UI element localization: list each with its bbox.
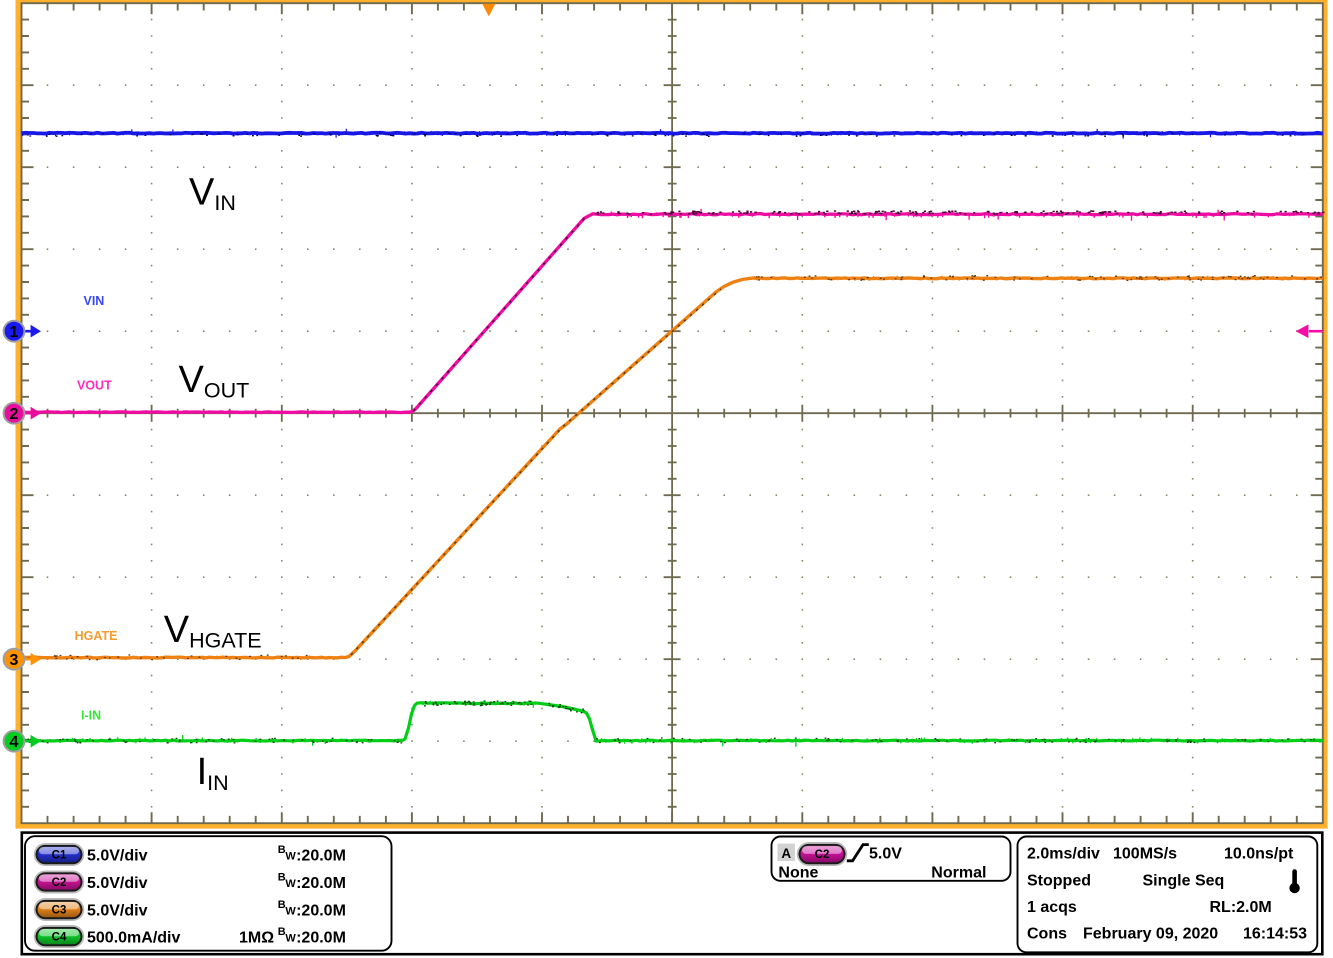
svg-text:C3: C3: [52, 905, 67, 917]
svg-text:1 acqs: 1 acqs: [1027, 899, 1077, 916]
svg-text::20.0M: :20.0M: [296, 929, 346, 946]
svg-text:None: None: [778, 864, 818, 881]
svg-text:VHGATE: VHGATE: [164, 609, 262, 653]
svg-text:2.0ms/div: 2.0ms/div: [1027, 846, 1100, 863]
svg-text:I-IN: I-IN: [81, 709, 101, 723]
svg-text:Stopped: Stopped: [1027, 872, 1091, 889]
svg-text::20.0M: :20.0M: [296, 875, 346, 892]
svg-text:100MS/s: 100MS/s: [1113, 846, 1177, 863]
svg-text:VOUT: VOUT: [77, 378, 112, 392]
svg-text:Normal: Normal: [931, 864, 986, 881]
svg-text:C2: C2: [815, 849, 830, 861]
svg-text:4: 4: [10, 734, 19, 751]
svg-text:B: B: [278, 926, 286, 938]
svg-text:C4: C4: [52, 932, 67, 944]
svg-text:Cons: Cons: [1027, 925, 1067, 942]
svg-text:B: B: [278, 844, 286, 856]
svg-text:C2: C2: [52, 877, 67, 889]
svg-text:VIN: VIN: [84, 294, 105, 308]
svg-text:16:14:53: 16:14:53: [1243, 925, 1307, 942]
svg-text:W: W: [285, 933, 296, 945]
svg-text:5.0V/div: 5.0V/div: [87, 875, 148, 892]
svg-text:1MΩ: 1MΩ: [239, 929, 274, 946]
svg-text:B: B: [278, 872, 286, 884]
svg-text:HGATE: HGATE: [75, 629, 118, 643]
svg-text:500.0mA/div: 500.0mA/div: [87, 929, 180, 946]
svg-text:3: 3: [10, 652, 19, 669]
svg-text:5.0V/div: 5.0V/div: [87, 902, 148, 919]
svg-text:RL:2.0M: RL:2.0M: [1210, 899, 1272, 916]
svg-text:5.0V/div: 5.0V/div: [87, 847, 148, 864]
svg-text:W: W: [285, 906, 296, 918]
svg-text:W: W: [285, 851, 296, 863]
svg-text:2: 2: [10, 406, 19, 423]
svg-text:1: 1: [10, 324, 19, 341]
svg-text:C1: C1: [52, 850, 67, 862]
svg-text:A: A: [781, 846, 791, 861]
svg-text:Single Seq: Single Seq: [1143, 872, 1225, 889]
svg-text::20.0M: :20.0M: [296, 847, 346, 864]
svg-text:5.0V: 5.0V: [869, 846, 902, 863]
svg-text:W: W: [285, 878, 296, 890]
svg-text::20.0M: :20.0M: [296, 902, 346, 919]
svg-text:B: B: [278, 899, 286, 911]
svg-text:10.0ns/pt: 10.0ns/pt: [1224, 846, 1294, 863]
svg-text:February 09, 2020: February 09, 2020: [1083, 925, 1218, 942]
